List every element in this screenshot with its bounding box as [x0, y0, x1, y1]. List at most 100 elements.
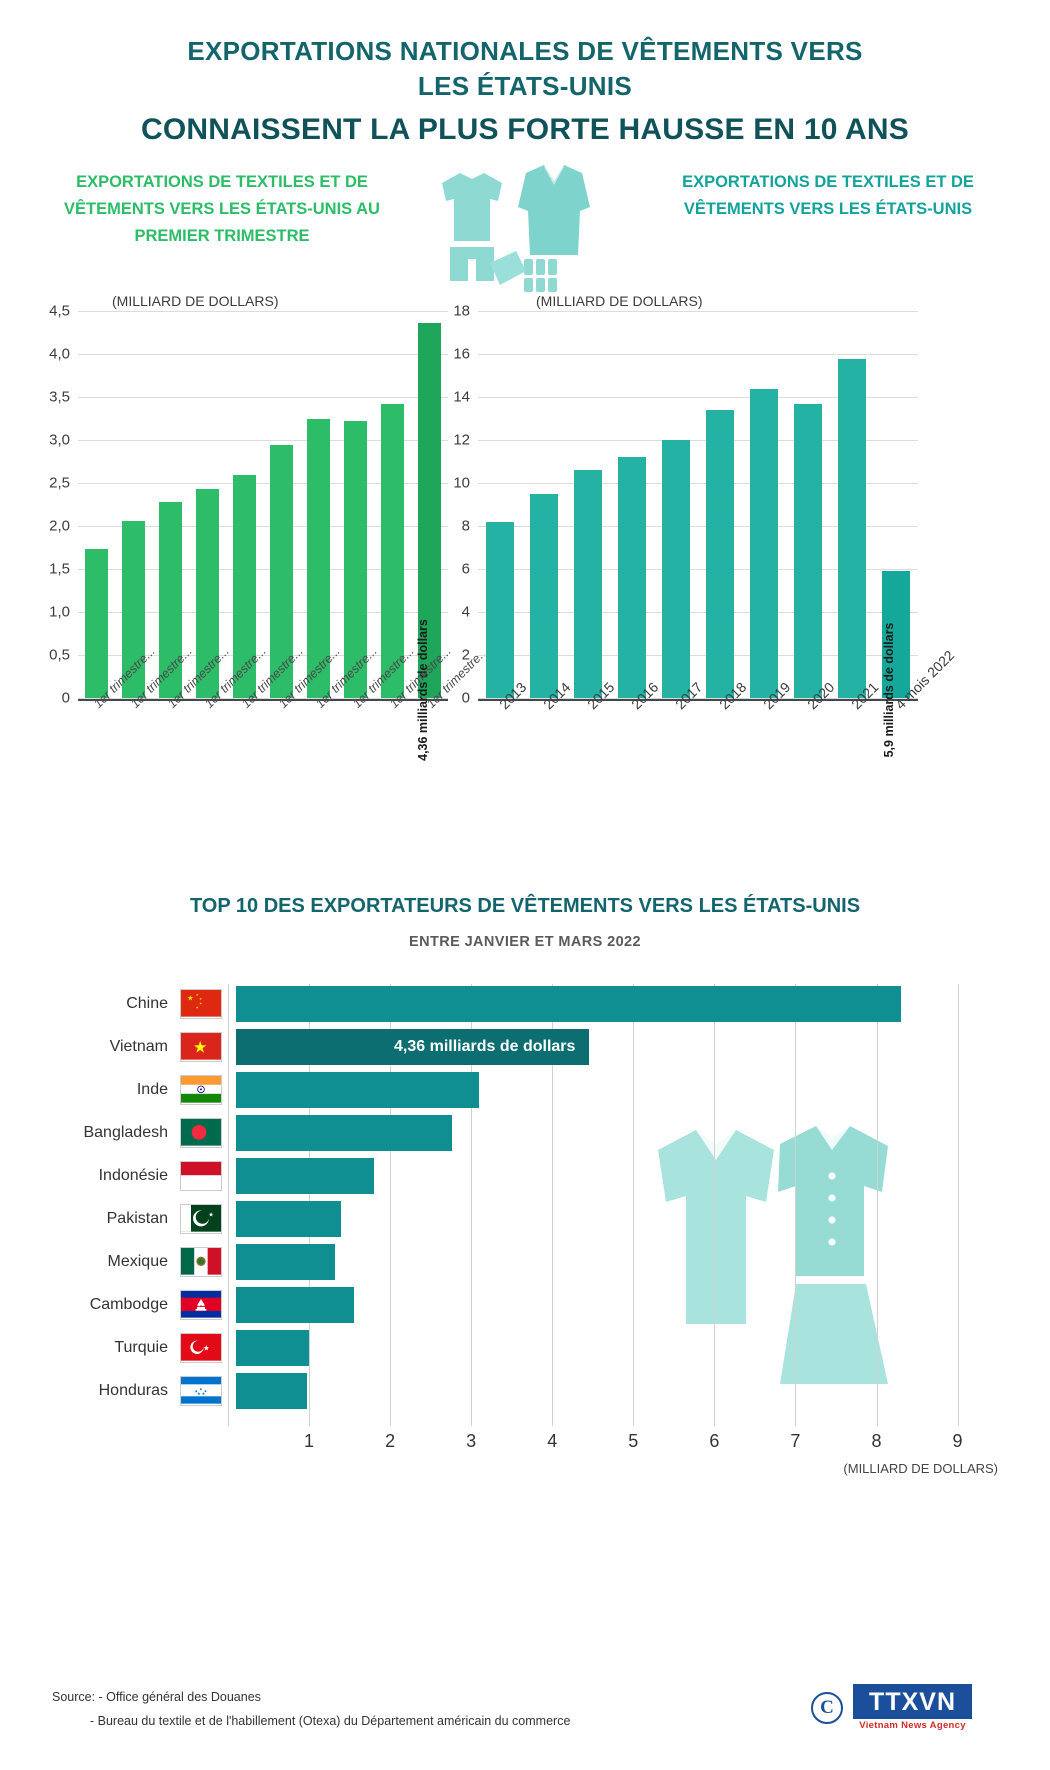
- svg-text:★: ★: [187, 994, 194, 1003]
- bar[interactable]: 4,36 milliards de dollars: [416, 323, 441, 761]
- bar[interactable]: [122, 521, 145, 699]
- country-label: Inde: [136, 1081, 168, 1099]
- bar[interactable]: [233, 474, 256, 699]
- bar[interactable]: [750, 388, 778, 699]
- gridline: [552, 984, 554, 1427]
- gridline: [478, 655, 918, 657]
- right-chart-title: EXPORTATIONS DE TEXTILES ET DE VÊTEMENTS…: [682, 173, 974, 218]
- top10-title: TOP 10 DES EXPORTATEURS DE VÊTEMENTS VER…: [189, 895, 861, 918]
- country-label: Mexique: [107, 1253, 168, 1271]
- honduras-flag-icon: ★ ★ ★ ★ ★: [180, 1376, 222, 1407]
- gridline: [478, 698, 918, 700]
- bar[interactable]: [159, 502, 182, 699]
- gridline: [478, 354, 918, 356]
- bar-slot: [374, 404, 411, 699]
- gridline: [478, 311, 918, 313]
- y-axis-tick-label: 0: [61, 689, 70, 707]
- clothing-illustration-icon: [442, 163, 590, 293]
- svg-text:★: ★: [208, 1212, 213, 1219]
- gridline: [78, 569, 448, 571]
- bar[interactable]: [236, 1244, 335, 1281]
- y-axis-tick-label: 4,0: [49, 345, 70, 363]
- bar[interactable]: [236, 986, 901, 1023]
- y-axis-tick-label: 0,5: [49, 646, 70, 664]
- bar[interactable]: 4,36 milliards de dollars: [236, 1029, 590, 1066]
- annual-bar-chart: (MILLIARD DE DOLLARS) 0 2 4 6 8 10 12 14 16 18 5,9…: [453, 293, 957, 811]
- bar[interactable]: [236, 1373, 308, 1410]
- y-axis-tick-label: 4: [461, 603, 470, 621]
- bar-slot: [152, 502, 189, 699]
- table-row: Mexique: [0, 1242, 1050, 1282]
- quarterly-bar-chart: (MILLIARD DE DOLLARS) 0 0,5 1,0 1,5 2,0 2,5 3,…: [49, 293, 490, 811]
- copyright-icon: C: [811, 1691, 844, 1724]
- bar-slot: [115, 521, 152, 699]
- bar[interactable]: [486, 521, 514, 699]
- x-axis-tick-label: 4: [547, 1431, 558, 1452]
- table-row: Honduras ★ ★ ★ ★ ★: [0, 1371, 1050, 1411]
- bar[interactable]: [706, 410, 734, 699]
- bar[interactable]: [530, 493, 558, 699]
- x-axis-tick-label: 2: [385, 1431, 396, 1452]
- gridline: [471, 984, 473, 1427]
- bar[interactable]: [236, 1158, 374, 1195]
- bar-value-label: 4,36 milliards de dollars: [394, 1038, 576, 1056]
- gridline: [78, 440, 448, 442]
- svg-text:★: ★: [199, 1002, 202, 1006]
- y-axis-tick-label: 16: [453, 345, 470, 363]
- bar-slot: 5,9 milliards de dollars: [874, 571, 918, 758]
- table-row: Inde: [0, 1070, 1050, 1110]
- logo-name: TTXVN: [869, 1688, 956, 1716]
- gridline: [478, 483, 918, 485]
- right-chart-unit-caption: (MILLIARD DE DOLLARS): [536, 293, 703, 310]
- gridline: [78, 612, 448, 614]
- bar[interactable]: [381, 404, 404, 699]
- y-axis-tick-label: 3,0: [49, 431, 70, 449]
- bar-slot: [263, 444, 300, 699]
- gridline: [714, 984, 716, 1427]
- y-axis-tick-label: 1,5: [49, 560, 70, 578]
- svg-text:★: ★: [194, 1389, 198, 1394]
- bar[interactable]: [838, 358, 866, 699]
- bar-slot: [830, 358, 874, 699]
- bar[interactable]: [236, 1287, 354, 1324]
- country-label: Cambodge: [89, 1296, 168, 1314]
- bar[interactable]: [618, 457, 646, 699]
- page-title-line1: EXPORTATIONS NATIONALES DE VÊTEMENTS VER…: [187, 36, 863, 66]
- gridline: [78, 698, 448, 700]
- bar[interactable]: [236, 1072, 480, 1109]
- bar-slot: [337, 421, 374, 699]
- bar[interactable]: 5,9 milliards de dollars: [882, 571, 910, 758]
- bar[interactable]: [662, 440, 690, 699]
- bar[interactable]: [236, 1115, 452, 1152]
- x-axis-tick-label: 3: [466, 1431, 477, 1452]
- top-charts-row: (MILLIARD DE DOLLARS) 0 0,5 1,0 1,5 2,0 2,5 3,…: [0, 293, 1050, 839]
- section-subtitles: EXPORTATIONS DE TEXTILES ET DE VÊTEMENTS…: [0, 163, 1050, 299]
- bar[interactable]: [794, 403, 822, 699]
- bar[interactable]: [307, 418, 330, 699]
- page-footer: Source: - Office général des Douanes - B…: [0, 1650, 1050, 1770]
- bar[interactable]: [196, 489, 219, 699]
- bar[interactable]: [85, 549, 108, 699]
- y-axis-tick-label: 6: [461, 560, 470, 578]
- bar[interactable]: [270, 444, 293, 699]
- bar-slot: 4,36 milliards de dollars: [411, 323, 448, 761]
- gridline: [633, 984, 635, 1427]
- bangladesh-flag-icon: [180, 1118, 222, 1149]
- country-label: Vietnam: [109, 1038, 168, 1056]
- bar-slot: [522, 493, 566, 699]
- mexico-flag-icon: [180, 1247, 222, 1278]
- bar[interactable]: [236, 1330, 309, 1367]
- country-label: Honduras: [98, 1382, 168, 1400]
- bar[interactable]: [344, 421, 367, 699]
- cambodia-flag-icon: [180, 1290, 222, 1321]
- axis-line: [228, 984, 229, 1427]
- y-axis-tick-label: 0: [461, 689, 470, 707]
- bar-slot: [698, 410, 742, 699]
- svg-text:★: ★: [193, 1040, 207, 1057]
- gridline: [478, 569, 918, 571]
- y-axis-tick-label: 10: [453, 474, 470, 492]
- bar[interactable]: [574, 470, 602, 699]
- logo-subtitle: Vietnam News Agency: [859, 1720, 966, 1731]
- country-label: Bangladesh: [83, 1124, 168, 1142]
- bar[interactable]: [236, 1201, 342, 1238]
